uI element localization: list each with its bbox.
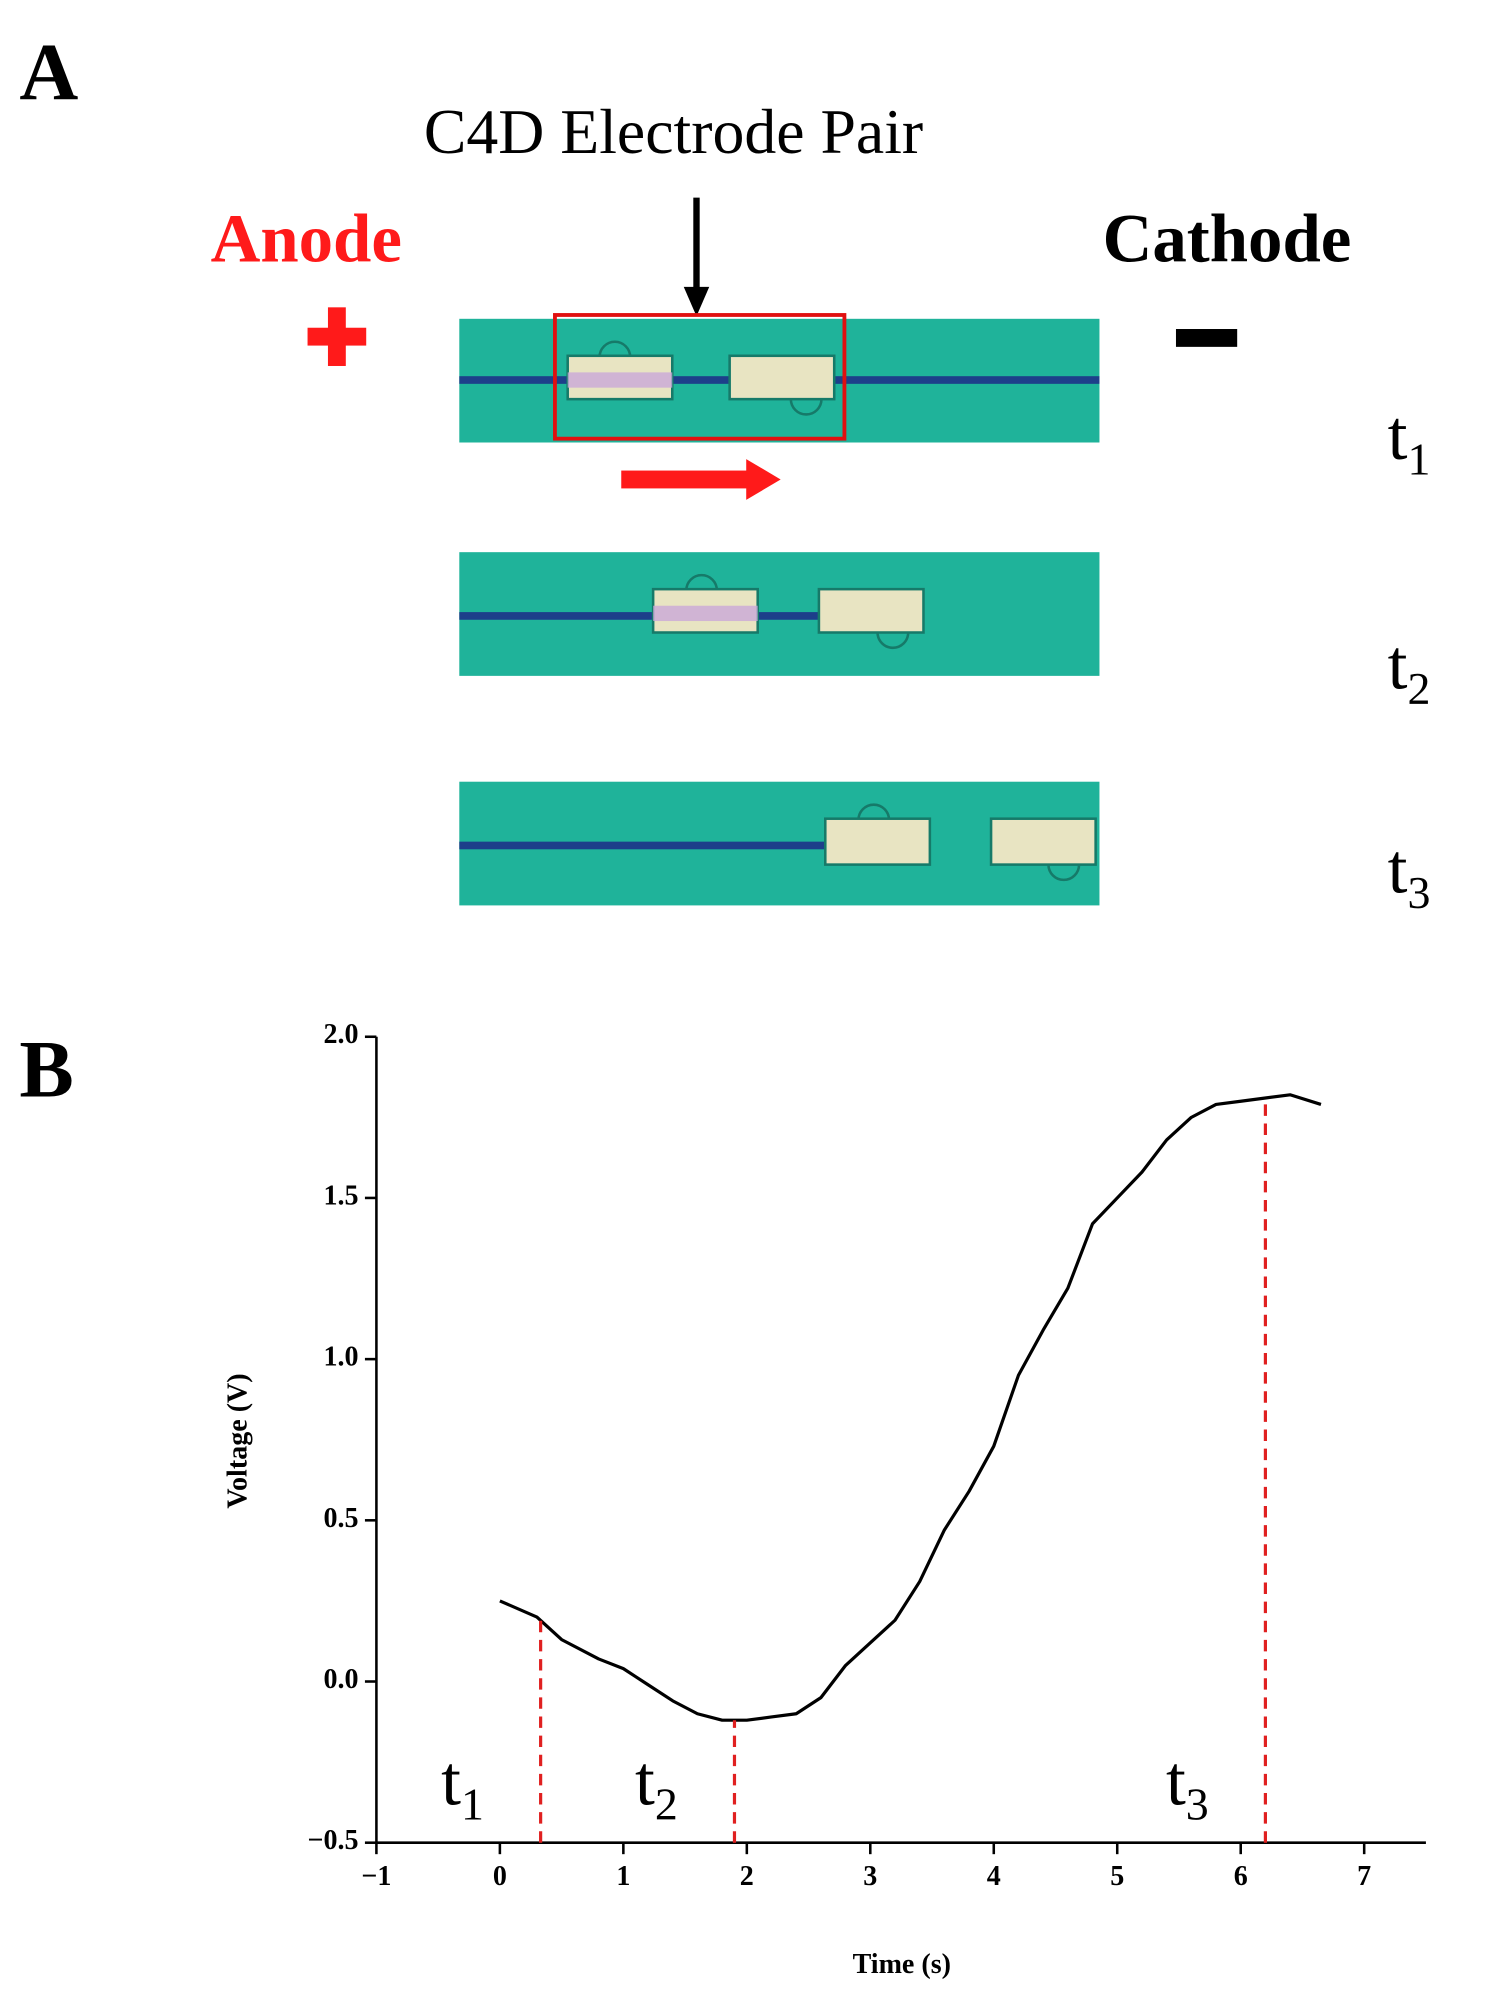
marker-label-t: t	[441, 1741, 461, 1820]
x-tick-label: 6	[1234, 1861, 1248, 1892]
data-line	[499, 1093, 1322, 1722]
photo-strip	[459, 781, 1100, 906]
x-tick-label: 7	[1357, 1861, 1371, 1892]
time-label: t2	[1388, 626, 1431, 714]
y-tick-label: 0.0	[323, 1664, 358, 1695]
x-tick-label: 3	[863, 1861, 877, 1892]
time-label-sub: 3	[1408, 867, 1431, 918]
x-tick-label: −1	[361, 1861, 391, 1892]
anode-label: Anode	[211, 200, 402, 276]
x-tick-label: 1	[616, 1861, 630, 1892]
marker-label-sub: 2	[655, 1779, 678, 1830]
time-label-sub: 2	[1408, 663, 1431, 714]
down-arrow	[683, 197, 710, 317]
photo-strip	[459, 318, 1100, 443]
time-label-t: t	[1388, 830, 1408, 909]
y-tick-label: −0.5	[308, 1825, 359, 1856]
y-axis-title: Voltage (V)	[222, 1373, 253, 1508]
x-tick-label: 0	[493, 1861, 507, 1892]
marker-label-t: t	[635, 1741, 655, 1820]
marker-label-t: t	[1166, 1741, 1186, 1820]
panel-label: B	[19, 1024, 73, 1115]
time-label: t3	[1388, 830, 1431, 918]
x-tick-label: 2	[740, 1861, 754, 1892]
y-tick-label: 1.0	[323, 1342, 358, 1373]
y-tick-label: 0.5	[323, 1503, 358, 1534]
y-tick-label: 1.5	[323, 1180, 358, 1211]
marker-label: t2	[635, 1741, 678, 1829]
marker-label-sub: 1	[461, 1779, 484, 1830]
x-axis-title: Time (s)	[853, 1949, 951, 1980]
time-label-sub: 1	[1408, 433, 1431, 484]
minus-sign	[1175, 329, 1238, 347]
time-label: t1	[1388, 396, 1431, 484]
panel-label: A	[19, 26, 78, 117]
time-label-t: t	[1388, 396, 1408, 475]
flow-arrow	[621, 459, 781, 500]
time-label-t: t	[1388, 626, 1408, 705]
electrode-label: C4D Electrode Pair	[424, 96, 923, 167]
y-tick-label: 2.0	[323, 1019, 358, 1050]
plus-sign	[307, 307, 367, 366]
photo-strip	[459, 552, 1100, 676]
marker-label: t3	[1166, 1741, 1209, 1829]
marker-label: t1	[441, 1741, 484, 1829]
x-tick-label: 4	[987, 1861, 1001, 1892]
cathode-label: Cathode	[1103, 200, 1352, 276]
marker-label-sub: 3	[1186, 1779, 1209, 1830]
highlight-box	[553, 313, 847, 441]
x-tick-label: 5	[1110, 1861, 1124, 1892]
